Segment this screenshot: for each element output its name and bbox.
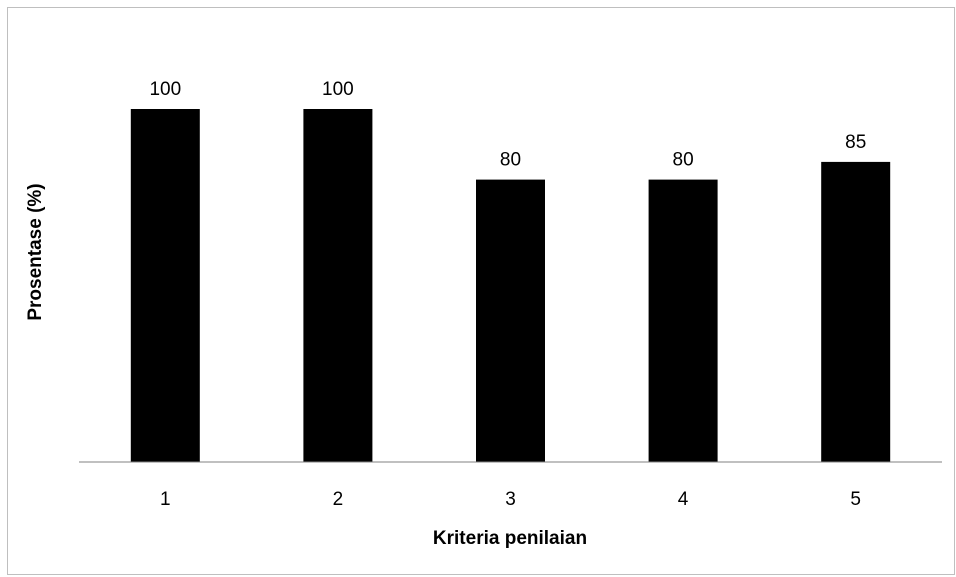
data-label-3: 80 bbox=[500, 150, 521, 171]
data-label-4: 80 bbox=[673, 150, 694, 171]
bar-4 bbox=[648, 179, 718, 462]
bar-1 bbox=[130, 109, 200, 462]
bars-group bbox=[130, 109, 891, 462]
x-tick-label-2: 2 bbox=[333, 489, 344, 510]
data-label-2: 100 bbox=[322, 79, 354, 100]
x-tick-label-4: 4 bbox=[678, 489, 689, 510]
y-axis-title: Prosentase (%) bbox=[25, 183, 46, 320]
x-tick-labels-group: 1 2 3 4 5 bbox=[160, 489, 861, 510]
x-tick-label-3: 3 bbox=[505, 489, 516, 510]
data-label-5: 85 bbox=[845, 132, 866, 153]
data-labels-group: 100 100 80 80 85 bbox=[149, 79, 866, 171]
bar-2 bbox=[303, 109, 373, 462]
x-axis-title: Kriteria penilaian bbox=[433, 528, 587, 549]
bar-3 bbox=[476, 179, 545, 462]
x-tick-label-5: 5 bbox=[850, 489, 861, 510]
x-tick-label-1: 1 bbox=[160, 489, 171, 510]
bar-5 bbox=[821, 161, 891, 462]
data-label-1: 100 bbox=[149, 79, 181, 100]
